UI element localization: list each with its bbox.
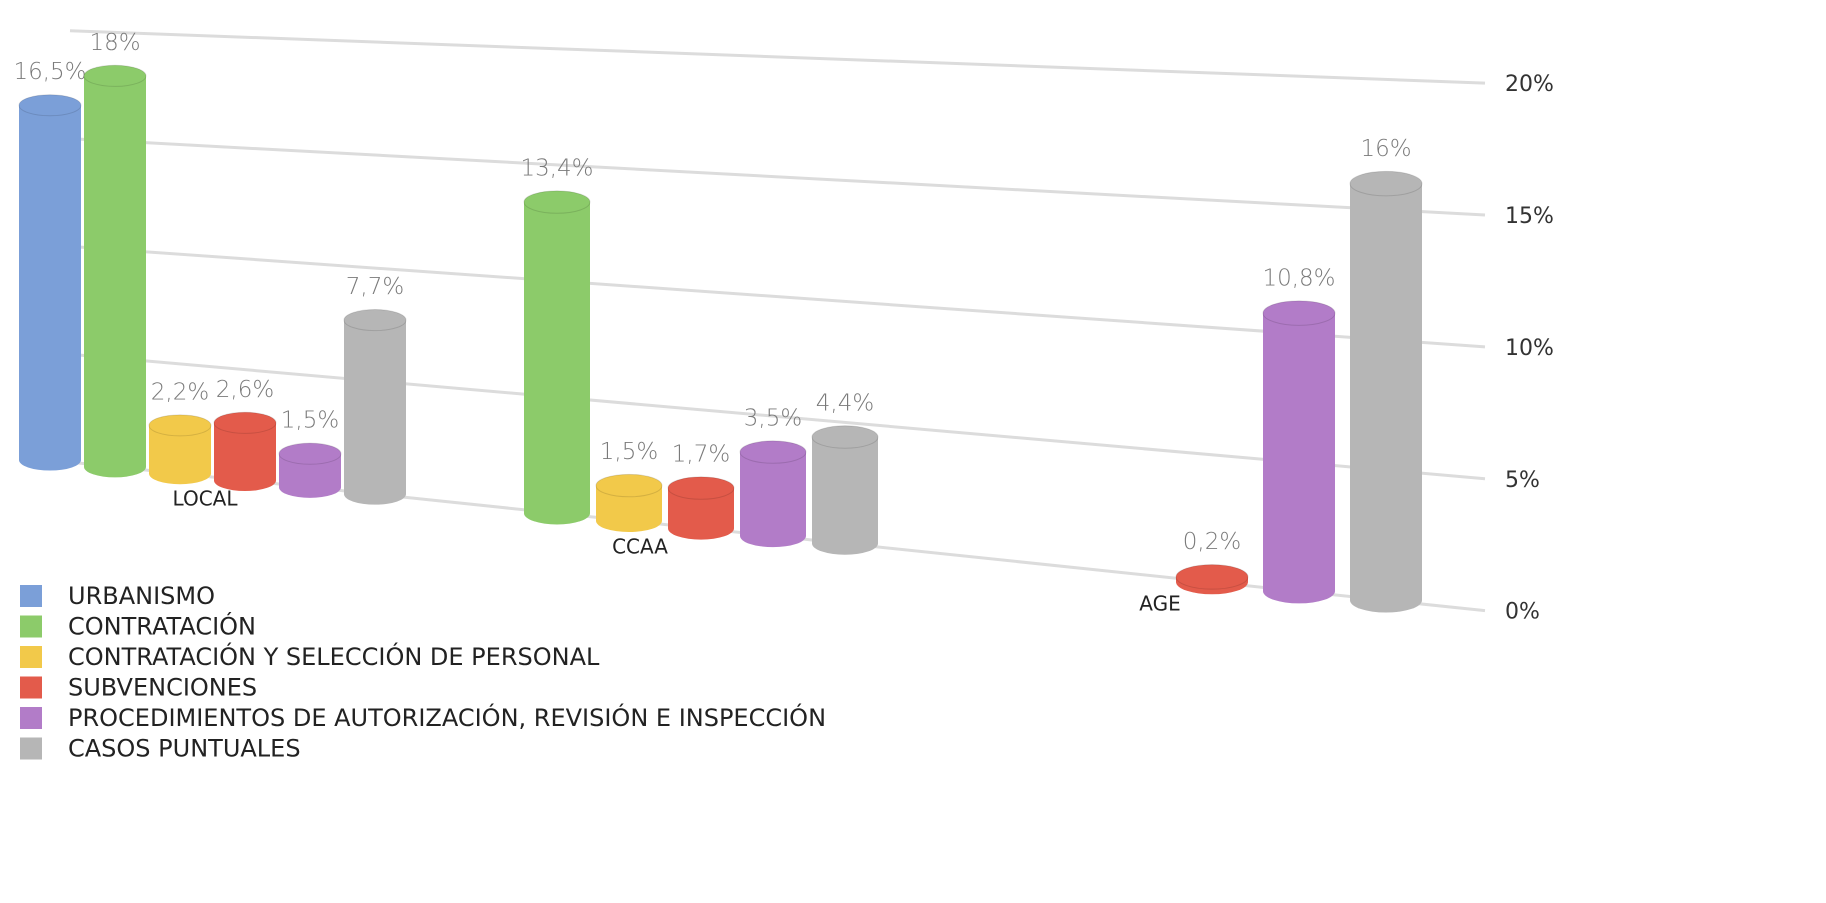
- value-label: 2,6%: [216, 377, 274, 403]
- y-tick-label: 10%: [1505, 336, 1554, 361]
- grid-line: [69, 29, 1486, 85]
- bar-top: [1349, 170, 1423, 197]
- value-label: 16,5%: [13, 59, 86, 85]
- bar-top: [667, 476, 735, 500]
- value-label: 1,5%: [281, 408, 339, 434]
- bar: [1263, 313, 1335, 592]
- value-label: 18%: [89, 30, 140, 56]
- legend-label: SUBVENCIONES: [68, 674, 257, 702]
- y-tick-label: 0%: [1505, 600, 1540, 625]
- y-tick-label: 5%: [1505, 468, 1540, 493]
- bar-top: [18, 94, 82, 117]
- value-label: 1,7%: [672, 441, 730, 467]
- value-label: 10,8%: [1262, 265, 1335, 291]
- bar-top: [148, 414, 212, 437]
- legend-label: URBANISMO: [68, 582, 215, 610]
- legend-swatch: [20, 615, 42, 638]
- x-tick-label: LOCAL: [173, 487, 239, 511]
- grid-line: [69, 137, 1486, 217]
- bar-top: [213, 411, 277, 434]
- value-label: 4,4%: [816, 390, 874, 416]
- y-tick-label: 15%: [1505, 204, 1554, 229]
- value-label: 13,4%: [520, 155, 593, 181]
- bar-top: [278, 442, 342, 465]
- x-tick-label: CCAA: [612, 535, 668, 559]
- grid-line: [69, 352, 1486, 481]
- value-label: 0,2%: [1183, 529, 1241, 555]
- bar-top: [1262, 300, 1336, 326]
- bar: [812, 436, 878, 544]
- bar-top: [83, 64, 147, 87]
- bar: [344, 320, 406, 495]
- legend-label: CASOS PUNTUALES: [68, 735, 301, 763]
- y-tick-label: 20%: [1505, 72, 1554, 97]
- value-label: 2,2%: [151, 379, 209, 405]
- legend-label: CONTRATACIÓN Y SELECCIÓN DE PERSONAL: [68, 641, 600, 671]
- bar: [19, 105, 81, 460]
- legend-swatch: [20, 585, 42, 607]
- legend-swatch: [20, 707, 42, 729]
- bar-top: [523, 190, 591, 214]
- bar-top: [1175, 564, 1249, 590]
- grid-line: [69, 244, 1486, 349]
- value-label: 16%: [1360, 136, 1411, 162]
- legend-label: CONTRATACIÓN: [68, 611, 256, 641]
- value-label: 1,5%: [600, 439, 658, 465]
- bar-top: [811, 425, 879, 449]
- x-tick-label: AGE: [1139, 592, 1180, 616]
- bar-top: [739, 440, 807, 464]
- bar-top: [595, 473, 663, 498]
- bar: [84, 75, 146, 467]
- bar: [1350, 183, 1422, 601]
- legend-swatch: [20, 646, 42, 668]
- legend-swatch: [20, 737, 42, 760]
- legend-label: PROCEDIMIENTOS DE AUTORIZACIÓN, REVISIÓN…: [68, 702, 826, 732]
- value-label: 3,5%: [744, 405, 802, 431]
- value-label: 7,7%: [346, 274, 404, 300]
- bar: [740, 452, 806, 536]
- bar: [524, 202, 590, 514]
- bar-top: [343, 309, 407, 332]
- legend-swatch: [20, 676, 42, 699]
